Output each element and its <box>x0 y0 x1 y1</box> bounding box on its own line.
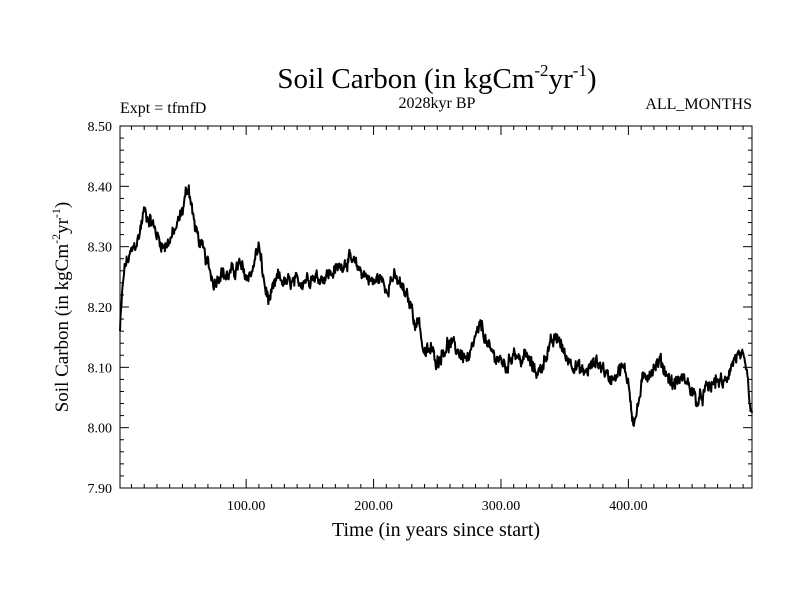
x-tick-label: 100.00 <box>227 499 266 514</box>
y-tick-label: 8.30 <box>88 241 113 256</box>
y-axis-label: Soil Carbon (in kgCm-2yr-1) <box>49 202 73 413</box>
experiment-label: Expt = tfmfD <box>120 100 206 117</box>
chart-title: Soil Carbon (in kgCm-2yr-1) <box>277 61 596 95</box>
axis-ticks <box>120 125 752 489</box>
y-tick-label: 7.90 <box>88 482 113 497</box>
soil-carbon-series-line <box>119 184 753 427</box>
y-tick-label: 8.40 <box>88 180 113 195</box>
x-tick-label: 200.00 <box>354 499 393 514</box>
x-tick-label: 300.00 <box>482 499 521 514</box>
y-tick-label: 8.10 <box>88 361 113 376</box>
plot-frame <box>119 125 753 489</box>
x-axis-label: Time (in years since start) <box>332 519 540 541</box>
y-tick-label: 8.20 <box>88 301 113 316</box>
period-label: 2028kyr BP <box>399 95 476 112</box>
months-label: ALL_MONTHS <box>645 96 752 113</box>
y-tick-label: 8.00 <box>88 422 113 437</box>
x-tick-label: 400.00 <box>609 499 648 514</box>
axis-tick-labels: 7.90 8.00 8.10 8.20 8.30 8.40 8.50 100.00 200.00… <box>88 120 648 514</box>
y-tick-label: 8.50 <box>88 120 113 135</box>
